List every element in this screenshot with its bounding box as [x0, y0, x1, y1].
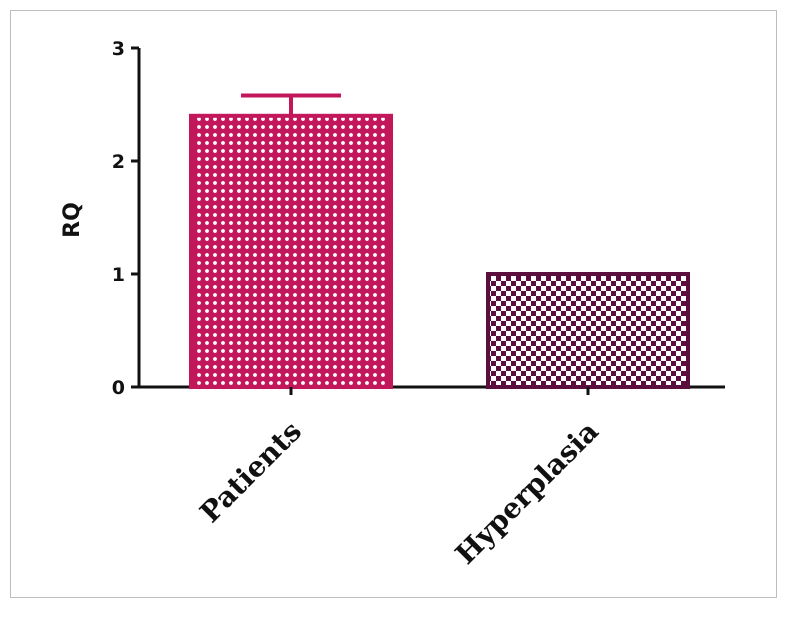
y-ticks: 0 1 2 3: [112, 38, 139, 399]
y-tick-label: 0: [112, 377, 125, 399]
y-tick-label: 1: [112, 264, 125, 286]
y-tick-label: 2: [112, 151, 125, 173]
y-tick-label: 3: [112, 38, 125, 60]
x-tick-label: Patients: [193, 415, 307, 529]
bar-hyperplasia: [486, 272, 690, 389]
rq-bar-chart: RQ 0 1 2 3 Patients Hyperplasia: [60, 38, 725, 571]
chart-frame: RQ 0 1 2 3 Patients Hyperplasia: [10, 10, 777, 598]
y-axis-title: RQ: [60, 202, 85, 238]
bars: [189, 93, 690, 390]
x-ticks: Patients Hyperplasia: [193, 387, 605, 571]
x-tick-label: Hyperplasia: [449, 415, 605, 571]
bar-patients: [189, 113, 393, 390]
